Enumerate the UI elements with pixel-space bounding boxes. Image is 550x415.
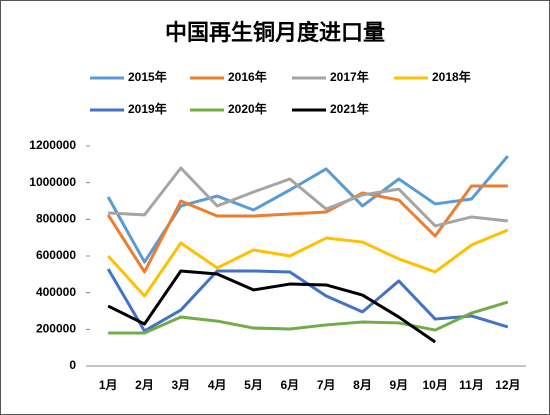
x-tick-label: 11月 xyxy=(459,378,484,392)
legend-label: 2015年 xyxy=(128,69,167,84)
x-tick-label: 12月 xyxy=(495,378,520,392)
y-tick-label: 600000 xyxy=(36,248,76,262)
y-tick-label: 0 xyxy=(69,358,76,372)
legend-label: 2021年 xyxy=(330,101,369,116)
series-line xyxy=(107,269,437,344)
x-tick-label: 6月 xyxy=(280,378,299,392)
legend-label: 2020年 xyxy=(228,101,267,116)
y-tick-label: 800000 xyxy=(36,212,76,226)
series-line xyxy=(108,300,509,335)
legend-label: 2017年 xyxy=(330,69,369,84)
chart-title: 中国再生铜月度进口量 xyxy=(165,20,385,45)
legend-label: 2018年 xyxy=(432,69,471,84)
x-tick-label: 4月 xyxy=(208,378,227,392)
x-tick-label: 1月 xyxy=(99,378,118,392)
x-tick-label: 2月 xyxy=(135,378,154,392)
y-tick-label: 1000000 xyxy=(29,175,76,189)
series-line xyxy=(107,228,509,298)
series-line xyxy=(106,184,508,274)
y-tick-label: 400000 xyxy=(36,285,76,299)
x-tick-label: 8月 xyxy=(353,378,372,392)
x-tick-label: 10月 xyxy=(422,378,447,392)
y-tick-label: 200000 xyxy=(36,322,76,336)
legend-label: 2016年 xyxy=(228,69,267,84)
y-tick-label: 1200000 xyxy=(29,138,76,152)
x-tick-label: 9月 xyxy=(389,378,408,392)
series-line xyxy=(108,166,508,228)
x-tick-label: 3月 xyxy=(171,378,190,392)
x-tick-label: 5月 xyxy=(244,378,263,392)
legend-label: 2019年 xyxy=(128,101,167,116)
x-tick-label: 7月 xyxy=(317,378,336,392)
